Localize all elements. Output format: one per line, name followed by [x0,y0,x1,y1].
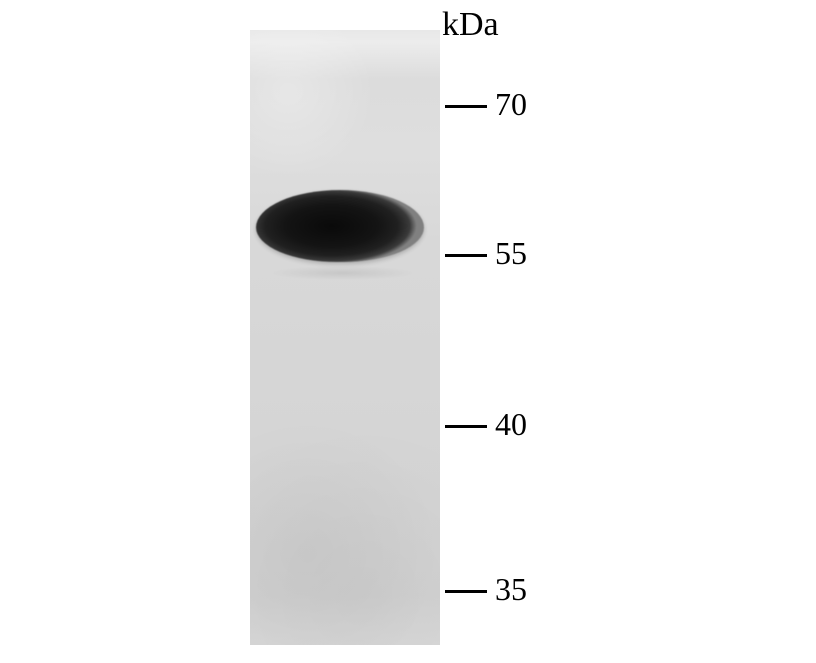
marker-label-40: 40 [495,406,527,443]
marker-tick-55 [445,254,487,257]
band-undershadow [270,266,415,280]
unit-label-kda: kDa [442,6,499,44]
blot-lane [250,30,440,645]
marker-tick-40 [445,425,487,428]
western-blot-lane-container [250,30,440,645]
marker-tick-70 [445,105,487,108]
marker-tick-35 [445,590,487,593]
marker-label-70: 70 [495,86,527,123]
protein-band [256,190,424,262]
marker-label-35: 35 [495,571,527,608]
lane-texture [250,30,440,645]
marker-label-55: 55 [495,235,527,272]
